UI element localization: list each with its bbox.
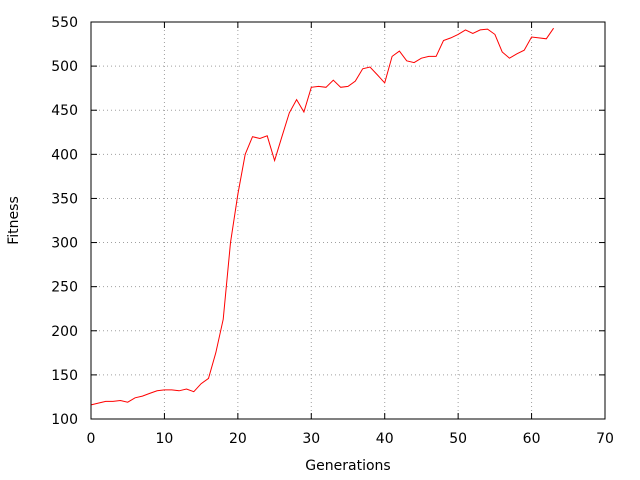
y-tick-labels: 100 150 200 250 300 350 400 450 500 550 — [51, 15, 78, 428]
x-axis-label: Generations — [305, 458, 390, 474]
x-tick-labels: 0 10 20 30 40 50 60 70 — [87, 431, 614, 447]
y-tick-label: 250 — [51, 280, 78, 296]
y-tick-label: 400 — [51, 147, 78, 163]
x-tick-label: 50 — [449, 431, 467, 447]
plot-frame — [90, 21, 606, 420]
y-tick-label: 200 — [51, 324, 78, 340]
x-tick-label: 10 — [156, 431, 174, 447]
y-tick-label: 150 — [51, 368, 78, 384]
x-tick-label: 0 — [87, 431, 96, 447]
series-group — [90, 27, 555, 406]
y-tick-label: 450 — [51, 103, 78, 119]
grid — [91, 22, 605, 419]
x-tick-label: 30 — [302, 431, 320, 447]
y-tick-label: 100 — [51, 412, 78, 428]
x-tick-label: 70 — [596, 431, 614, 447]
axis-ticks — [90, 21, 606, 420]
y-tick-label: 550 — [51, 15, 78, 31]
x-tick-label: 60 — [523, 431, 541, 447]
y-tick-label: 300 — [51, 236, 78, 252]
x-tick-label: 20 — [229, 431, 247, 447]
y-tick-label: 500 — [51, 59, 78, 75]
series-line — [90, 27, 555, 406]
y-tick-label: 350 — [51, 191, 78, 207]
x-tick-label: 40 — [376, 431, 394, 447]
y-axis-label: Fitness — [6, 196, 22, 245]
